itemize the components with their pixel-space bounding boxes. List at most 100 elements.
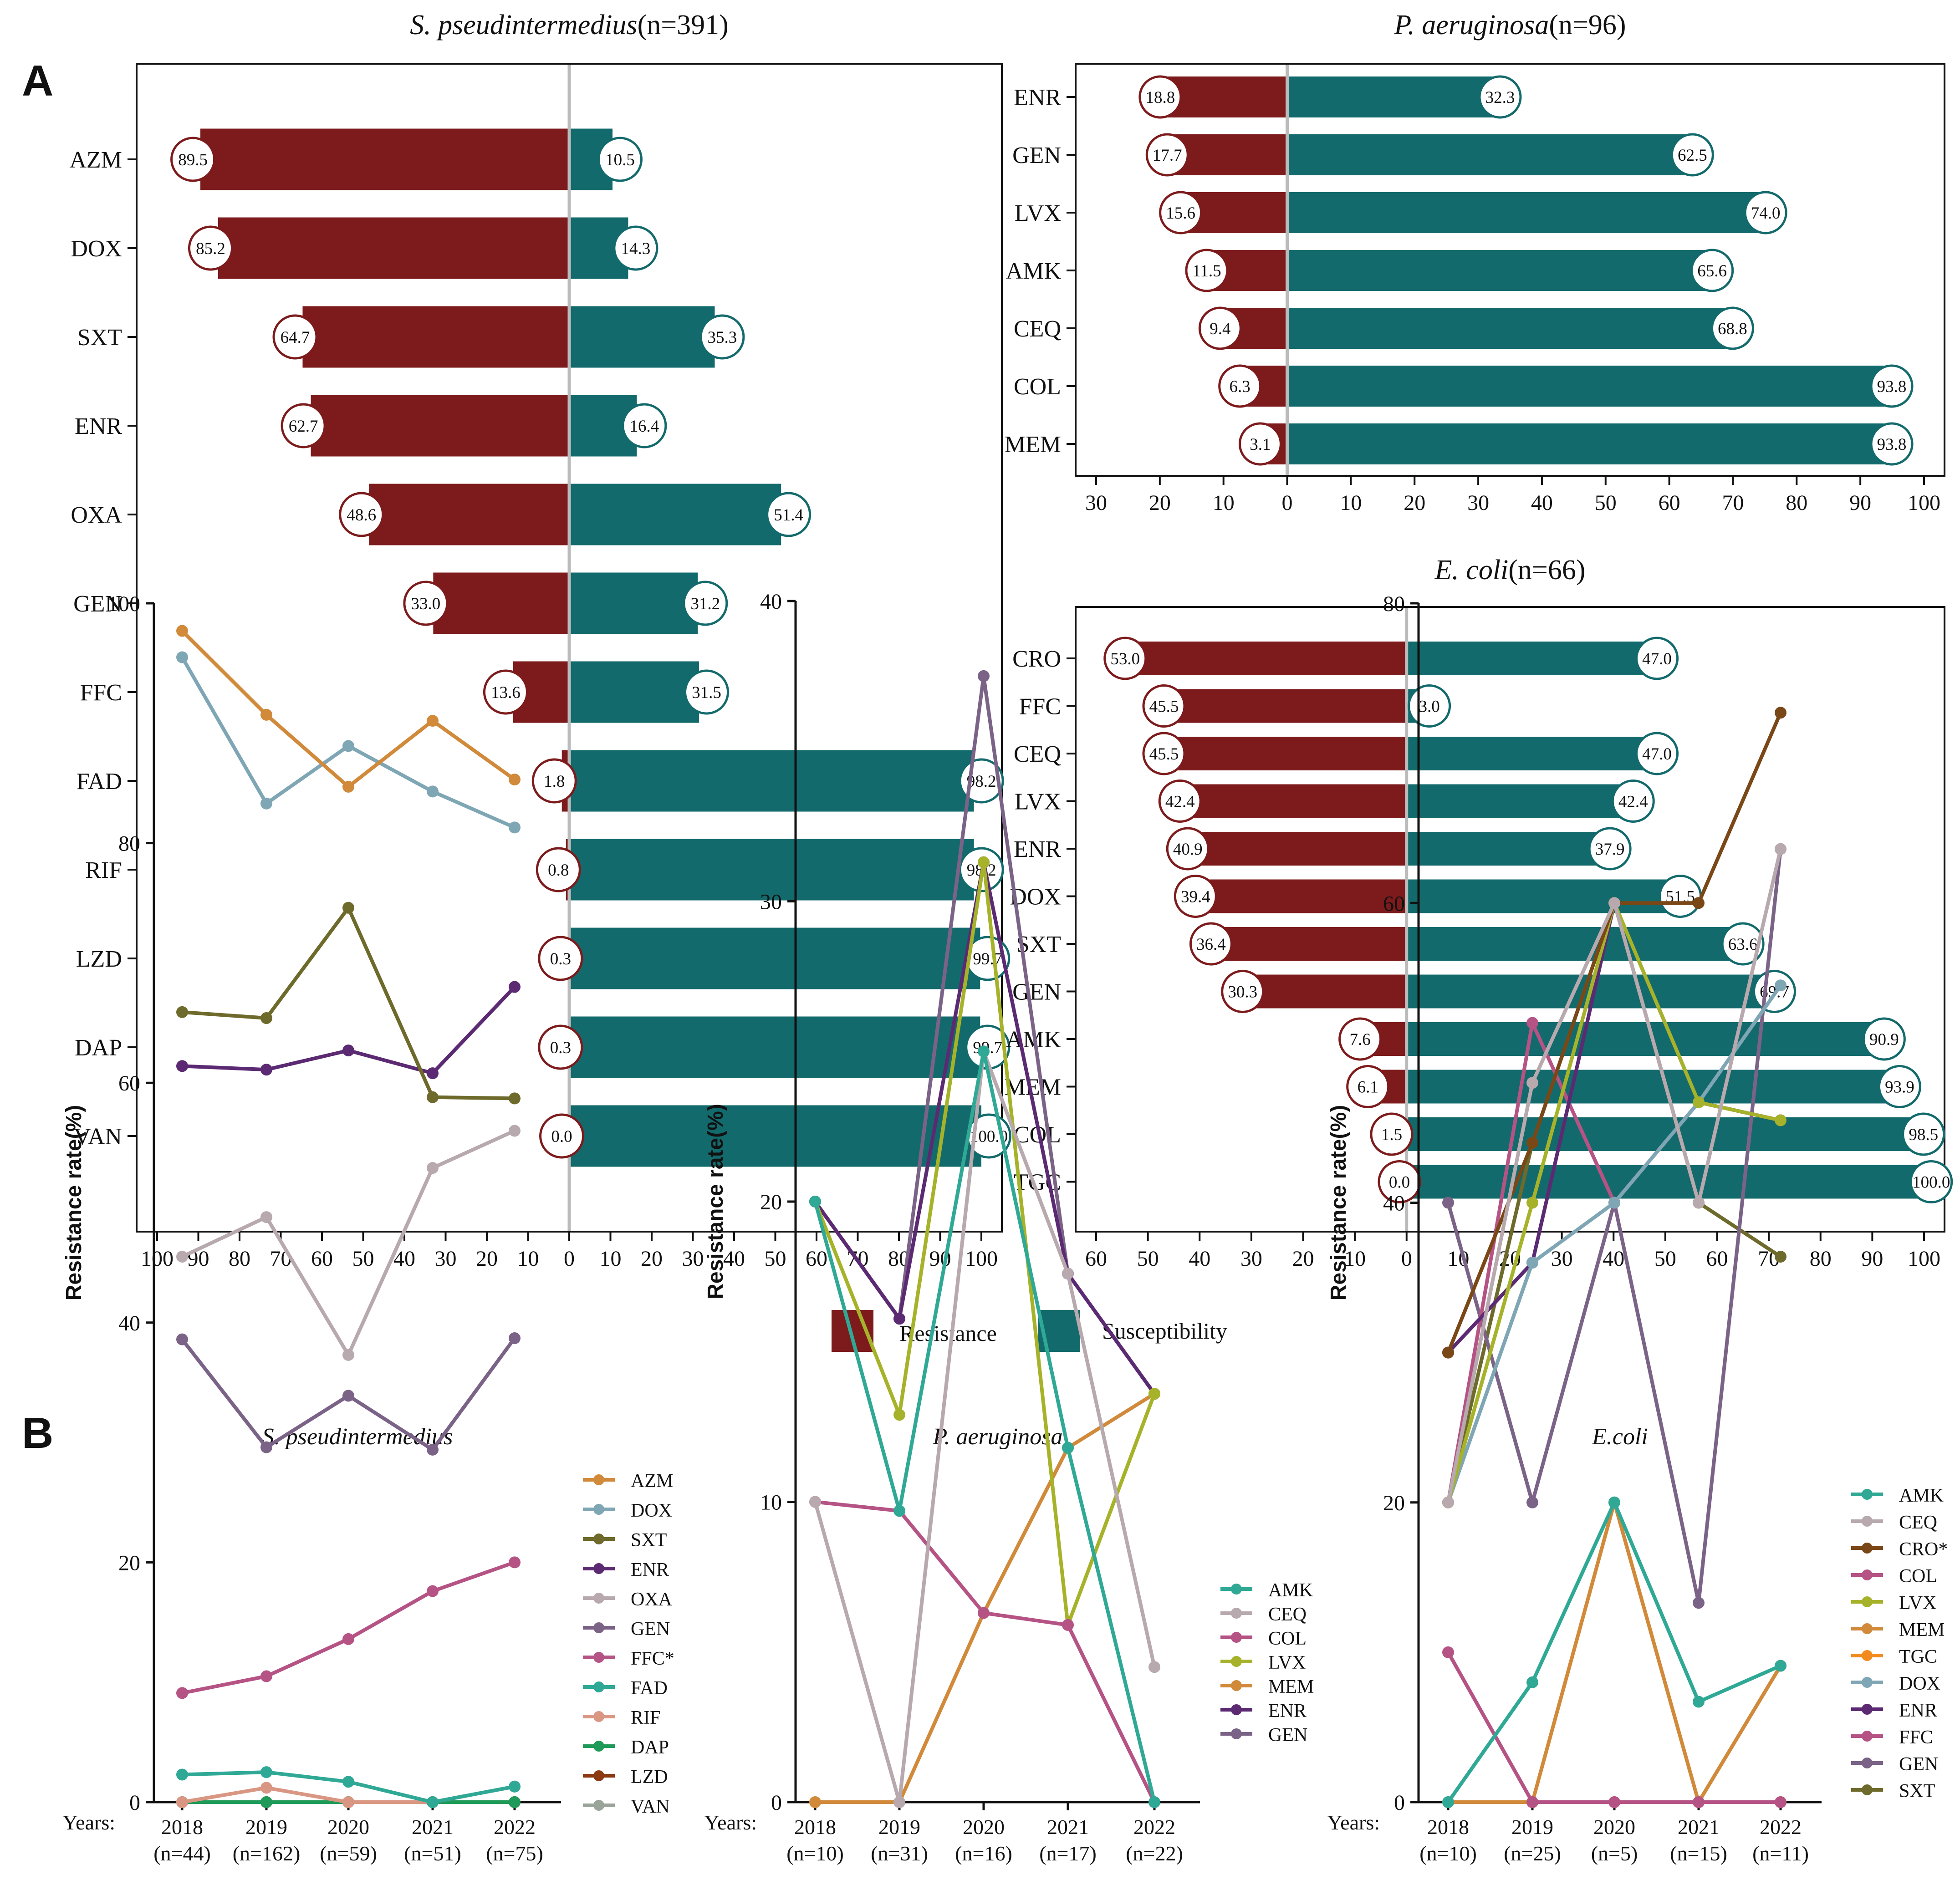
resistance-label-circle bbox=[1159, 191, 1203, 234]
resistance-label-circle bbox=[1174, 875, 1217, 918]
data-point bbox=[509, 1796, 521, 1808]
x-tick-label: 100 bbox=[1908, 1247, 1940, 1271]
data-point bbox=[260, 1441, 272, 1453]
resistance-label-circle bbox=[272, 314, 318, 360]
susceptibility-label-circle bbox=[766, 492, 812, 537]
x-tick-label: 10 bbox=[1340, 491, 1362, 515]
data-point bbox=[342, 780, 354, 793]
resistance-label-circle bbox=[1142, 732, 1186, 775]
x-tick-label: 0 bbox=[1401, 1247, 1412, 1271]
susceptibility-bar bbox=[569, 839, 974, 901]
susceptibility-bar bbox=[1287, 366, 1885, 407]
data-point bbox=[1608, 897, 1620, 909]
resistance-label-circle bbox=[1218, 364, 1262, 408]
data-point bbox=[1775, 1250, 1786, 1263]
data-point bbox=[509, 1125, 521, 1137]
legend-marker bbox=[593, 1593, 604, 1604]
susceptibility-data-label: 65.6 bbox=[1697, 262, 1727, 280]
data-point bbox=[893, 1313, 905, 1325]
resistance-data-label: 1.5 bbox=[1381, 1126, 1402, 1144]
x-tick-label: 2020 bbox=[327, 1815, 369, 1839]
chart-e-coli-bars: E. coli(n=66)60 50 40 30 20 10 0 10 20 30 40 50 60 70… bbox=[1005, 555, 1953, 1271]
resistance-label-circle bbox=[1221, 970, 1265, 1013]
susceptibility-data-label: 51.4 bbox=[774, 506, 803, 525]
category-label: CRO bbox=[1012, 646, 1061, 672]
susceptibility-data-label: 14.3 bbox=[621, 239, 650, 258]
chart-title: E.coli bbox=[1592, 1424, 1648, 1450]
x-tick-label: 2022 bbox=[494, 1815, 536, 1839]
susceptibility-label-circle bbox=[1870, 364, 1914, 408]
resistance-label-circle bbox=[1189, 922, 1233, 966]
legend-label: DOX bbox=[631, 1500, 672, 1521]
x-tick-label: 100 bbox=[965, 1247, 998, 1271]
legend-marker bbox=[1862, 1758, 1873, 1768]
x-tick-label: 20 bbox=[476, 1247, 498, 1271]
susceptibility-bar bbox=[1287, 423, 1885, 464]
category-label: DOX bbox=[1010, 884, 1061, 910]
chart-title-organism: S. pseudintermedius bbox=[410, 10, 637, 41]
resistance-label-circle bbox=[539, 1113, 585, 1159]
legend-marker bbox=[1231, 1608, 1242, 1619]
resistance-data-label: 18.8 bbox=[1146, 88, 1175, 107]
legend-marker bbox=[1862, 1569, 1873, 1580]
x-tick-label: 60 bbox=[1706, 1247, 1728, 1271]
data-point bbox=[427, 1585, 439, 1597]
category-label: FFC bbox=[1019, 694, 1061, 720]
data-point bbox=[1693, 1696, 1705, 1708]
legend-susceptibility-label: Susceptibility bbox=[1102, 1318, 1227, 1344]
data-point bbox=[1526, 1796, 1538, 1808]
x-tick-label: 30 bbox=[1240, 1247, 1262, 1271]
x-tick-label: 50 bbox=[352, 1247, 374, 1271]
susceptibility-label-circle bbox=[1635, 637, 1679, 680]
data-point bbox=[1526, 1077, 1538, 1089]
susceptibility-data-label: 31.2 bbox=[690, 595, 720, 613]
x-tick-label: 30 bbox=[1551, 1247, 1573, 1271]
data-point bbox=[260, 797, 272, 810]
data-point bbox=[260, 1211, 272, 1223]
category-label: LVX bbox=[1015, 789, 1061, 815]
data-point bbox=[427, 1796, 439, 1808]
legend-label: GEN bbox=[1899, 1754, 1938, 1775]
legend-label: DOX bbox=[1899, 1673, 1940, 1694]
category-label: CEQ bbox=[1014, 741, 1061, 767]
category-label: DAP bbox=[75, 1035, 122, 1061]
legend-a: Resistance Susceptibility bbox=[832, 1310, 1227, 1352]
data-point bbox=[342, 740, 354, 752]
x-tick-label: 60 bbox=[1085, 1247, 1107, 1271]
data-point bbox=[893, 1796, 905, 1808]
panel-letter-b: B bbox=[22, 1409, 53, 1457]
x-tick-label: 90 bbox=[1849, 491, 1871, 515]
susceptibility-bar bbox=[1406, 1165, 1924, 1199]
resistance-label-circle bbox=[538, 1024, 583, 1070]
legend-marker bbox=[1862, 1731, 1873, 1742]
resistance-label-circle bbox=[1238, 422, 1282, 466]
susceptibility-label-circle bbox=[683, 581, 728, 626]
resistance-label-circle bbox=[1370, 1112, 1414, 1156]
legend-marker bbox=[1231, 1680, 1242, 1691]
legend-resistance-label: Resistance bbox=[899, 1320, 997, 1346]
data-point bbox=[1608, 1796, 1620, 1808]
x-tick-label: 10 bbox=[1213, 491, 1235, 515]
data-point bbox=[1442, 1796, 1454, 1808]
data-point bbox=[1148, 1661, 1160, 1673]
resistance-data-label: 1.8 bbox=[544, 772, 565, 791]
legend-marker bbox=[1231, 1728, 1242, 1739]
resistance-bar bbox=[200, 128, 569, 190]
chart-title: P. aeruginosa bbox=[932, 1424, 1062, 1450]
y-tick-label: 20 bbox=[1383, 1491, 1405, 1515]
x-tick-label: 2022 bbox=[1133, 1815, 1175, 1839]
x-tick-label: 2018 bbox=[161, 1815, 203, 1839]
resistance-bar bbox=[433, 572, 569, 634]
resistance-data-label: 48.6 bbox=[347, 506, 376, 525]
category-label: CEQ bbox=[1014, 316, 1061, 342]
data-point bbox=[1526, 1676, 1538, 1688]
susceptibility-data-label: 62.5 bbox=[1678, 146, 1707, 165]
resistance-data-label: 6.3 bbox=[1230, 377, 1251, 396]
category-label: DOX bbox=[71, 236, 122, 262]
x-tick-count: (n=11) bbox=[1752, 1842, 1809, 1865]
data-point bbox=[260, 1766, 272, 1778]
legend-marker bbox=[1231, 1584, 1242, 1595]
chart-title-organism: P. aeruginosa bbox=[1393, 10, 1549, 41]
data-point bbox=[1693, 897, 1705, 909]
